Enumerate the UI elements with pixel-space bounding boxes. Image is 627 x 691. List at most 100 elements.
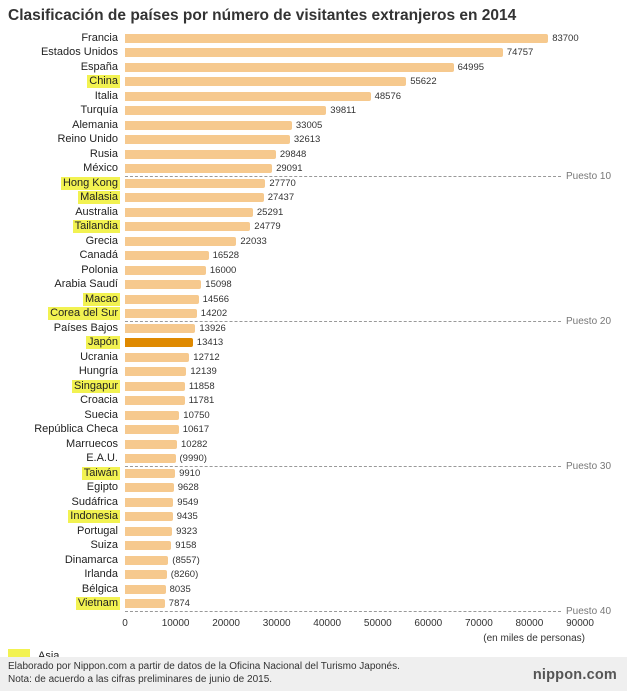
country-label-cell: Japón (5, 336, 125, 350)
country-label: Australia (75, 205, 118, 218)
bar-value: 9628 (177, 482, 199, 494)
rank-marker-line: Puesto 40 (125, 606, 611, 617)
bar-track: (8557) (125, 555, 595, 566)
bar-value: 27437 (267, 192, 295, 204)
bar (125, 512, 173, 522)
country-label: Irlanda (84, 568, 118, 581)
country-label-cell: Hungría (5, 365, 125, 378)
country-label: Malasia (78, 191, 120, 205)
chart-row: Sudáfrica 9549 (5, 495, 627, 510)
country-label-cell: Ucrania (5, 351, 125, 364)
country-label-cell: Arabia Saudí (5, 278, 125, 291)
country-label: Portugal (77, 524, 118, 537)
chart-row: México 29091 (5, 162, 627, 177)
chart-row: Dinamarca (8557) (5, 553, 627, 568)
bar-track: 27770 (125, 178, 595, 189)
country-label: Bélgica (81, 582, 118, 595)
chart-row: Irlanda (8260) (5, 568, 627, 583)
bar-track: 48576 (125, 91, 595, 102)
bar (125, 454, 176, 464)
country-label: Croacia (80, 394, 118, 407)
country-label: Egipto (86, 481, 118, 494)
bar (125, 599, 165, 609)
rank-marker-label: Puesto 20 (566, 316, 612, 327)
country-label-cell: Reino Unido (5, 133, 125, 146)
footer-source-note: Elaborado por Nippon.com a partir de dat… (8, 661, 400, 672)
bar-track: (9990) (125, 453, 595, 464)
country-label: República Checa (34, 423, 118, 436)
country-label-cell: Irlanda (5, 568, 125, 581)
bar-value: 22033 (240, 235, 267, 247)
bar-track: 13413 (125, 337, 595, 348)
bar-value: 14566 (202, 293, 230, 305)
bar-track: 15098 (125, 279, 595, 290)
country-label-cell: Macao (5, 292, 125, 306)
chart-row: Macao 14566 (5, 292, 627, 307)
bar-track: 24779 (125, 221, 595, 232)
country-label-cell: Tailandia (5, 220, 125, 234)
chart-row: Francia 83700 (5, 31, 627, 46)
country-label: Estados Unidos (40, 46, 118, 59)
bar (125, 178, 266, 188)
country-label: Polonia (81, 263, 118, 276)
footer: Elaborado por Nippon.com a partir de dat… (0, 657, 627, 691)
bar (125, 280, 202, 290)
country-label: Indonesia (68, 510, 120, 524)
country-label: Turquía (80, 104, 118, 117)
chart-row: Suiza 9158 (5, 539, 627, 554)
bar-track: 9435 (125, 511, 595, 522)
x-axis-tick: 10000 (161, 618, 190, 629)
country-label: E.A.U. (86, 452, 118, 465)
bar (125, 193, 264, 203)
country-label: Canadá (79, 249, 118, 262)
bar (125, 120, 292, 130)
bar-track: 29091 (125, 163, 595, 174)
country-label: Ucrania (80, 350, 118, 363)
bar (125, 62, 454, 72)
chart-row: Singapur 11858 (5, 379, 627, 394)
bar-value: 39811 (330, 105, 357, 117)
country-label: Taiwán (81, 466, 120, 480)
bar (125, 555, 169, 565)
bar-value: 13413 (196, 337, 224, 349)
country-label-cell: Marruecos (5, 438, 125, 451)
bar-track: 9910 (125, 468, 595, 479)
bar-track: 14202 (125, 308, 595, 319)
x-axis-tick: 20000 (212, 618, 240, 629)
bar (125, 541, 172, 551)
country-label-cell: Vietnam (5, 597, 125, 611)
bar (125, 265, 206, 275)
bar-track: 9628 (125, 482, 595, 493)
country-label: Macao (82, 292, 120, 306)
chart-row: República Checa 10617 (5, 423, 627, 438)
country-label-cell: Grecia (5, 235, 125, 248)
nippon-logo: nippon.com (532, 667, 617, 683)
bar (125, 367, 187, 377)
bar (125, 48, 503, 58)
country-label-cell: Países Bajos (5, 322, 125, 335)
bar-value: 11781 (188, 395, 215, 407)
bar-value: 16528 (212, 250, 240, 262)
bar-track: 32613 (125, 134, 595, 145)
bar-japan (125, 338, 193, 348)
x-axis-tick: 60000 (414, 618, 443, 629)
chart-row: Tailandia 24779 (5, 220, 627, 235)
x-axis-tick: 90000 (566, 618, 594, 629)
country-label-cell: Francia (5, 32, 125, 45)
bar (125, 236, 237, 246)
bar-value: 9910 (179, 467, 201, 479)
country-label: Países Bajos (53, 321, 118, 334)
bar (125, 207, 253, 217)
chart-row: Turquía 39811 (5, 104, 627, 119)
x-axis-tick: 50000 (363, 618, 392, 629)
country-label-cell: República Checa (5, 423, 125, 436)
x-axis-unit-label: (en miles de personas) (483, 633, 585, 644)
country-label-cell: Dinamarca (5, 554, 125, 567)
bar (125, 526, 173, 536)
bar-track: 25291 (125, 207, 595, 218)
x-axis-tick: 80000 (515, 618, 544, 629)
country-label: Suiza (90, 539, 118, 552)
country-label: España (80, 60, 118, 73)
country-label-cell: Suecia (5, 409, 125, 422)
bar (125, 323, 196, 333)
